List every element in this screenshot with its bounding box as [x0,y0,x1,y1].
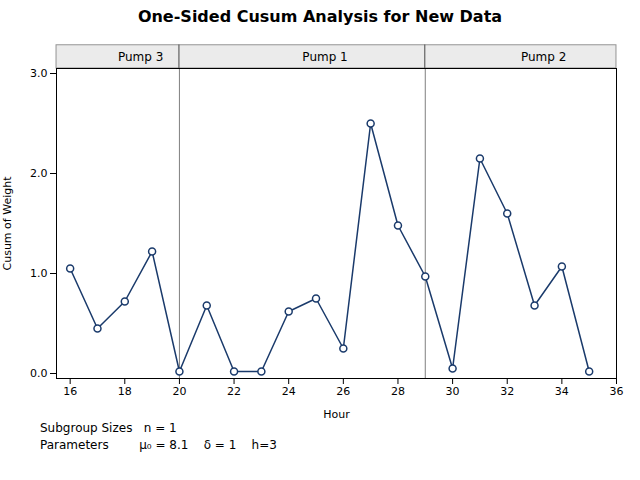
html-text:Parameters μ₀ = 8.1 δ = 1 h=3: Parameters μ₀ = 8.1 δ = 1 h=3 [40,438,277,452]
svg-text:30: 30 [446,385,460,398]
svg-text:Hour: Hour [323,408,350,421]
svg-text:16: 16 [63,385,77,398]
svg-text:24: 24 [282,385,296,398]
svg-text:0.0: 0.0 [30,367,48,380]
svg-text:2.0: 2.0 [30,167,48,180]
svg-text:18: 18 [118,385,132,398]
svg-text:Pump 3: Pump 3 [118,50,163,64]
svg-text:Pump 2: Pump 2 [521,50,566,64]
svg-text:1.0: 1.0 [30,267,48,280]
svg-text:Pump 1: Pump 1 [302,50,347,64]
svg-text:Cusum of Weight: Cusum of Weight [1,176,14,271]
svg-text:28: 28 [391,385,405,398]
svg-text:26: 26 [336,385,350,398]
svg-text:36: 36 [610,385,624,398]
svg-text:32: 32 [500,385,514,398]
svg-text:34: 34 [555,385,569,398]
html-text:One-Sided Cusum Analysis for N: One-Sided Cusum Analysis for New Data [137,7,503,26]
html-text:Subgroup Sizes n = 1: Subgroup Sizes n = 1 [40,421,177,435]
svg-text:22: 22 [227,385,241,398]
svg-text:20: 20 [172,385,186,398]
svg-text:3.0: 3.0 [30,67,48,80]
